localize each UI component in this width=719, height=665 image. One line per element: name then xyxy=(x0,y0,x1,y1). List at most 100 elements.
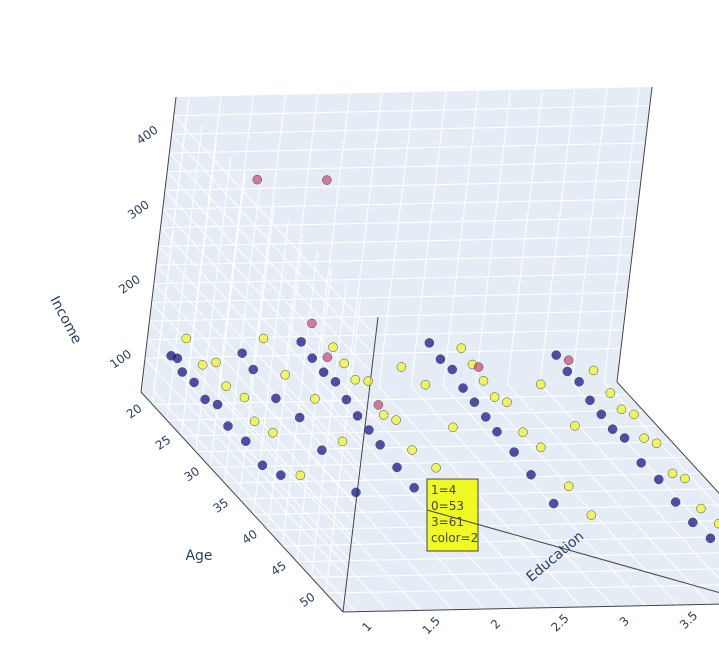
data-point-color-2[interactable] xyxy=(378,410,389,420)
data-point-color-2[interactable] xyxy=(328,342,338,352)
data-point-color-0[interactable] xyxy=(392,462,402,473)
data-point-color-2[interactable] xyxy=(586,510,597,520)
data-point-color-2[interactable] xyxy=(448,422,458,433)
data-point-color-2[interactable] xyxy=(629,409,639,420)
data-point-color-1[interactable] xyxy=(563,355,574,365)
data-point-color-0[interactable] xyxy=(447,364,458,375)
data-points[interactable] xyxy=(166,174,719,604)
data-point-color-0[interactable] xyxy=(352,411,363,421)
data-point-color-2[interactable] xyxy=(588,365,599,376)
data-point-color-0[interactable] xyxy=(318,367,329,377)
data-point-color-0[interactable] xyxy=(375,440,385,450)
data-point-color-2[interactable] xyxy=(667,468,678,479)
data-point-color-0[interactable] xyxy=(469,397,480,407)
data-point-color-0[interactable] xyxy=(189,377,199,388)
data-point-color-0[interactable] xyxy=(212,399,223,410)
data-point-color-1[interactable] xyxy=(373,400,384,410)
data-point-color-2[interactable] xyxy=(696,503,706,514)
data-point-color-1[interactable] xyxy=(252,174,262,185)
data-point-color-0[interactable] xyxy=(351,487,361,498)
data-point-color-0[interactable] xyxy=(200,394,210,405)
data-point-color-0[interactable] xyxy=(276,470,286,480)
data-point-color-0[interactable] xyxy=(317,445,327,455)
grid-x-floor xyxy=(185,390,389,612)
data-point-color-2[interactable] xyxy=(431,463,441,473)
data-point-color-2[interactable] xyxy=(616,404,627,415)
data-point-color-0[interactable] xyxy=(223,421,233,431)
data-point-color-0[interactable] xyxy=(574,377,584,387)
data-point-color-2[interactable] xyxy=(535,379,546,390)
data-point-color-0[interactable] xyxy=(257,460,268,471)
data-point-color-0[interactable] xyxy=(526,469,536,480)
data-point-color-0[interactable] xyxy=(480,412,491,422)
data-point-color-0[interactable] xyxy=(607,424,618,434)
data-point-color-2[interactable] xyxy=(363,376,373,386)
data-point-color-2[interactable] xyxy=(502,397,512,407)
data-point-color-2[interactable] xyxy=(339,358,349,369)
data-point-color-0[interactable] xyxy=(548,498,559,509)
data-point-color-1[interactable] xyxy=(307,318,317,329)
data-point-color-0[interactable] xyxy=(509,447,519,457)
data-point-color-1[interactable] xyxy=(473,362,484,372)
data-point-color-2[interactable] xyxy=(350,375,361,385)
grid-y-floor xyxy=(267,520,719,531)
data-point-color-0[interactable] xyxy=(458,383,468,393)
data-point-color-0[interactable] xyxy=(562,366,573,377)
data-point-color-2[interactable] xyxy=(211,357,221,368)
data-point-color-0[interactable] xyxy=(248,364,258,375)
data-point-color-0[interactable] xyxy=(172,353,183,364)
data-point-color-2[interactable] xyxy=(639,433,649,443)
data-point-color-0[interactable] xyxy=(409,482,419,493)
data-point-color-0[interactable] xyxy=(177,367,188,377)
data-point-color-2[interactable] xyxy=(489,392,500,402)
data-point-color-2[interactable] xyxy=(197,360,208,370)
data-point-color-2[interactable] xyxy=(391,415,401,425)
data-point-color-0[interactable] xyxy=(596,409,607,420)
data-point-color-2[interactable] xyxy=(478,376,489,386)
data-point-color-0[interactable] xyxy=(619,433,630,443)
data-point-color-2[interactable] xyxy=(181,333,192,344)
data-point-color-0[interactable] xyxy=(241,436,251,446)
data-point-color-0[interactable] xyxy=(330,377,341,387)
data-point-color-2[interactable] xyxy=(396,362,407,372)
data-point-color-0[interactable] xyxy=(237,348,247,358)
data-point-color-2[interactable] xyxy=(407,445,417,455)
data-point-color-2[interactable] xyxy=(268,427,278,438)
data-point-color-2[interactable] xyxy=(518,427,528,438)
data-point-color-2[interactable] xyxy=(564,481,574,492)
data-point-color-2[interactable] xyxy=(536,442,546,453)
data-point-color-0[interactable] xyxy=(294,412,305,423)
data-point-color-2[interactable] xyxy=(420,379,431,390)
data-point-color-2[interactable] xyxy=(221,381,231,391)
data-point-color-0[interactable] xyxy=(636,458,646,468)
data-point-color-2[interactable] xyxy=(570,421,580,431)
data-point-color-2[interactable] xyxy=(605,388,616,398)
data-point-color-2[interactable] xyxy=(295,470,306,481)
data-point-color-0[interactable] xyxy=(654,474,664,485)
data-point-color-0[interactable] xyxy=(296,337,306,347)
data-point-color-0[interactable] xyxy=(341,394,352,405)
data-point-color-0[interactable] xyxy=(585,395,595,406)
data-point-color-2[interactable] xyxy=(680,473,690,484)
data-point-color-0[interactable] xyxy=(688,517,698,528)
data-point-color-2[interactable] xyxy=(239,392,250,403)
data-point-color-0[interactable] xyxy=(670,497,681,507)
data-point-color-2[interactable] xyxy=(337,436,348,447)
data-point-color-0[interactable] xyxy=(364,425,374,435)
data-point-color-2[interactable] xyxy=(249,416,260,427)
data-point-color-1[interactable] xyxy=(322,352,333,362)
data-point-color-0[interactable] xyxy=(307,353,317,363)
data-point-color-0[interactable] xyxy=(424,338,435,348)
data-point-color-0[interactable] xyxy=(551,350,561,360)
data-point-color-2[interactable] xyxy=(310,394,320,404)
data-point-color-0[interactable] xyxy=(705,533,716,544)
data-point-color-2[interactable] xyxy=(651,438,662,449)
data-point-color-2[interactable] xyxy=(258,333,269,344)
data-point-color-2[interactable] xyxy=(456,343,467,353)
data-point-color-0[interactable] xyxy=(435,354,446,364)
data-point-color-1[interactable] xyxy=(322,175,332,185)
data-point-color-0[interactable] xyxy=(492,427,502,437)
data-point-color-0[interactable] xyxy=(271,393,281,404)
data-point-color-2[interactable] xyxy=(280,370,290,380)
